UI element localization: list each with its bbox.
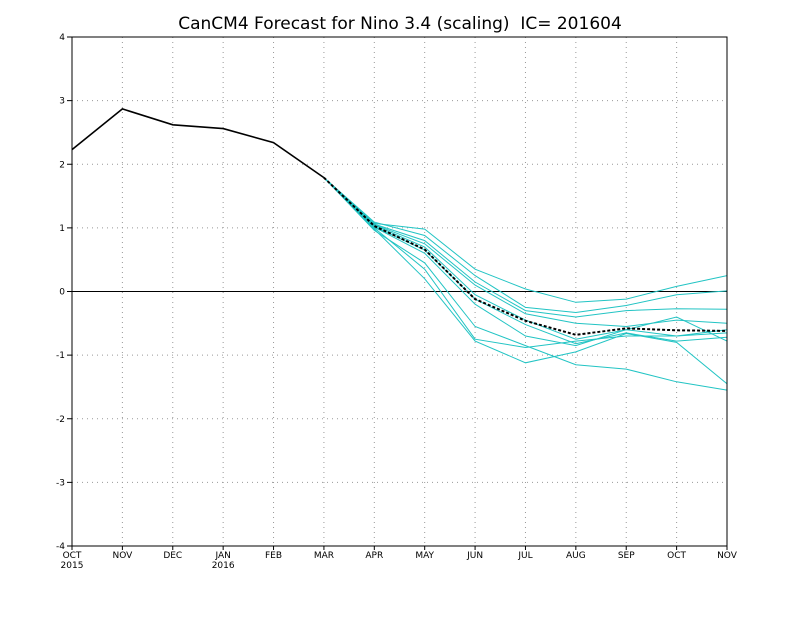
y-tick-label: 1	[59, 224, 65, 234]
x-tick-label: JUN	[466, 551, 483, 561]
x-tick-label: MAY	[415, 551, 434, 561]
ensemble-member-lines	[323, 177, 728, 391]
x-tick-year-label: 2015	[61, 561, 84, 571]
x-tick-label: OCT	[63, 551, 82, 561]
x-tick-year-label: 2016	[212, 561, 235, 571]
chart-title: CanCM4 Forecast for Nino 3.4 (scaling) I…	[178, 14, 622, 34]
ensemble-member-line	[323, 177, 728, 303]
y-tick-label: -1	[56, 351, 65, 361]
y-tick-label: -3	[56, 478, 65, 488]
ensemble-member-line	[323, 177, 728, 314]
x-tick-label: NOV	[112, 551, 133, 561]
ensemble-mean-line	[323, 176, 728, 336]
y-tick-label: -2	[56, 415, 65, 425]
ensemble-member-line	[323, 177, 728, 345]
ensemble-member-line	[323, 177, 728, 385]
observed-line-layer	[71, 108, 325, 179]
x-tick-label: DEC	[163, 551, 182, 561]
ensemble-mean-layer	[323, 176, 728, 336]
observed-line	[71, 108, 325, 179]
ensemble-member-line	[323, 177, 728, 318]
grid-lines	[72, 37, 727, 546]
ensemble-member-line	[323, 177, 728, 340]
y-tick-label: 2	[59, 160, 65, 170]
y-tick-label: 3	[59, 97, 65, 107]
y-tick-label: -4	[56, 542, 65, 552]
x-tick-label: SEP	[618, 551, 635, 561]
x-tick-label: AUG	[566, 551, 586, 561]
ensemble-member-line	[323, 177, 728, 328]
x-tick-label: OCT	[667, 551, 686, 561]
x-tick-label: APR	[365, 551, 383, 561]
x-tick-label: FEB	[265, 551, 282, 561]
ensemble-member-line	[323, 177, 728, 391]
ensemble-member-line	[323, 177, 728, 347]
x-tick-label: JAN	[214, 551, 230, 561]
x-tick-label: JUL	[517, 551, 532, 561]
y-tick-label: 4	[59, 33, 65, 43]
x-tick-label: NOV	[717, 551, 738, 561]
x-tick-label: MAR	[314, 551, 334, 561]
y-tick-label: 0	[59, 288, 65, 298]
